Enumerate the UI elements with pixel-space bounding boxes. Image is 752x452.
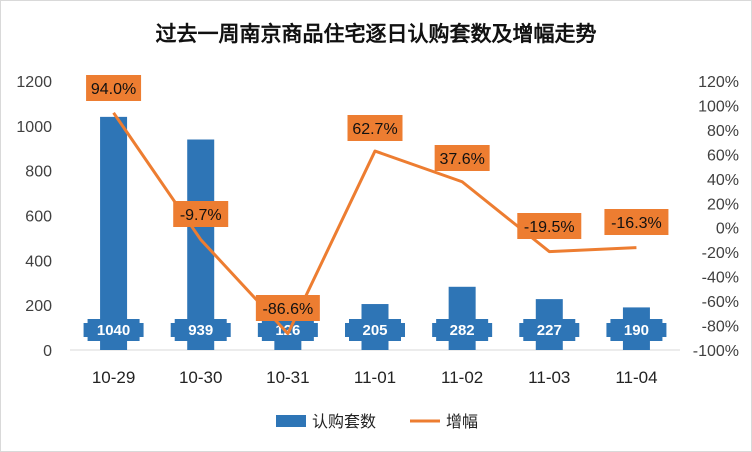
y2-tick-label: 80% — [707, 123, 739, 140]
bar-label-box — [83, 319, 144, 341]
line-label-box — [86, 75, 142, 101]
line-data-label: 94.0% — [91, 81, 136, 98]
x-tick-label: 10-30 — [179, 368, 222, 387]
line-data-label: -86.6% — [263, 301, 314, 318]
line-label-box — [173, 201, 229, 227]
legend-label-line: 增幅 — [446, 412, 478, 431]
legend-label-bar: 认购套数 — [312, 412, 376, 431]
x-tick-label: 10-29 — [92, 368, 135, 387]
bar-data-label: 1040 — [97, 322, 130, 339]
y2-tick-label: -60% — [702, 294, 739, 311]
bar-data-label: 282 — [450, 322, 475, 339]
bar-data-label: 190 — [624, 322, 649, 339]
chart-title: 过去一周南京商品住宅逐日认购套数及增幅走势 — [155, 22, 597, 46]
x-tick-label: 11-01 — [354, 368, 396, 387]
bar-data-label: 205 — [362, 322, 387, 339]
y2-tick-label: 0% — [716, 221, 739, 238]
x-tick-label: 11-02 — [441, 368, 483, 387]
line-label-box — [517, 213, 582, 239]
y2-tick-label: -80% — [702, 319, 739, 336]
x-tick-label: 11-04 — [615, 368, 657, 387]
y2-tick-label: 40% — [707, 172, 739, 189]
x-tick-label: 10-31 — [266, 368, 309, 387]
y-tick-label: 400 — [25, 253, 52, 270]
y-tick-label: 0 — [43, 343, 52, 360]
line-label-box — [434, 145, 490, 171]
y-tick-label: 200 — [25, 298, 52, 315]
line-label-box — [347, 115, 403, 141]
bar — [100, 116, 128, 350]
y-tick-label: 1000 — [16, 119, 52, 136]
legend-swatch-bar — [276, 415, 306, 427]
line-data-label: -9.7% — [180, 207, 222, 224]
y-tick-label: 800 — [25, 164, 52, 181]
bar — [187, 139, 215, 350]
line-label-box — [255, 295, 320, 321]
bar-label-box — [257, 319, 318, 341]
bar-label-box — [432, 319, 493, 341]
y-tick-label: 600 — [25, 209, 52, 226]
line-data-label: -19.5% — [524, 219, 575, 236]
y2-tick-label: 120% — [698, 74, 739, 91]
line-data-label: -16.3% — [611, 215, 662, 232]
line-data-label: 62.7% — [352, 121, 397, 138]
y2-tick-label: 20% — [707, 196, 739, 213]
bar-data-label: 939 — [188, 322, 213, 339]
growth-line — [112, 111, 637, 336]
bar-label-box — [519, 319, 580, 341]
x-tick-label: 11-03 — [528, 368, 570, 387]
y2-tick-label: -100% — [693, 343, 739, 360]
y2-tick-label: -40% — [702, 270, 739, 287]
y-tick-label: 1200 — [16, 74, 52, 91]
bar-label-box — [606, 319, 667, 341]
y2-tick-label: -20% — [702, 245, 739, 262]
bar-label-box — [170, 319, 231, 341]
line-label-box — [604, 209, 669, 235]
y2-tick-label: 100% — [698, 98, 739, 115]
bar-label-box — [345, 319, 405, 341]
y2-tick-label: 60% — [707, 147, 739, 164]
line-data-label: 37.6% — [439, 151, 484, 168]
bar-data-label: 227 — [537, 322, 562, 339]
